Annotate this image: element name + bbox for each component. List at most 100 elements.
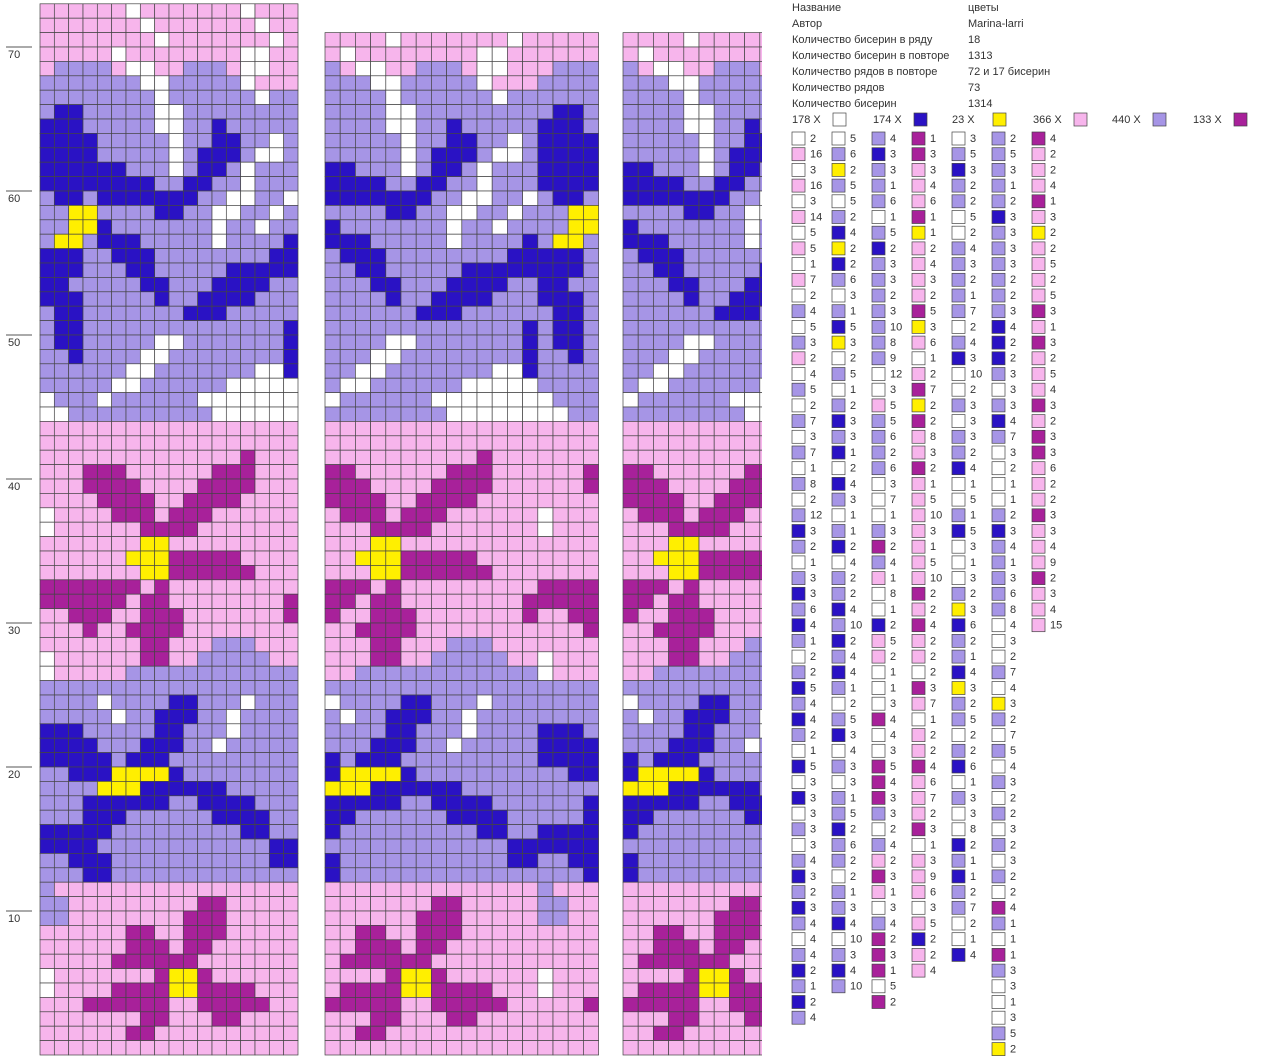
- bead: [461, 291, 478, 307]
- count: 2: [810, 651, 816, 663]
- bead: [39, 421, 55, 437]
- bead: [759, 219, 762, 235]
- bead: [53, 867, 70, 883]
- bead: [197, 809, 213, 825]
- bead: [552, 363, 569, 379]
- bead: [96, 536, 113, 552]
- bead: [111, 75, 127, 91]
- bead: [182, 1025, 199, 1041]
- swatch: [831, 163, 846, 177]
- bead: [240, 75, 256, 91]
- swatch: [951, 743, 966, 758]
- count: 2: [890, 290, 896, 302]
- bead: [729, 133, 745, 149]
- bead: [713, 1025, 730, 1041]
- bead: [385, 824, 402, 840]
- bead: [744, 608, 761, 624]
- bead: [729, 507, 745, 523]
- bead: [668, 493, 685, 509]
- bead: [653, 593, 669, 609]
- bead: [370, 953, 387, 969]
- bead: [240, 478, 256, 494]
- bead: [268, 46, 285, 62]
- bead: [729, 521, 745, 537]
- bead: [211, 622, 227, 638]
- info-label: Количество рядов в повторе: [792, 66, 937, 78]
- bead: [82, 118, 98, 134]
- bead: [775, 205, 790, 219]
- bead: [668, 1025, 685, 1041]
- bead: [698, 1025, 715, 1041]
- bead: [68, 997, 84, 1013]
- count: 3: [890, 259, 896, 271]
- bead: [385, 118, 402, 134]
- bead: [552, 305, 569, 321]
- bead: [139, 248, 156, 264]
- bead: [637, 824, 654, 840]
- bead: [139, 435, 156, 451]
- bead: [370, 449, 387, 465]
- bead: [125, 406, 141, 422]
- bead: [637, 997, 654, 1013]
- bead: [225, 608, 242, 624]
- bead: [82, 161, 98, 177]
- bead: [355, 449, 371, 465]
- bead: [775, 565, 790, 579]
- bead: [182, 435, 199, 451]
- bead: [431, 277, 447, 293]
- bead: [240, 781, 256, 797]
- swatch: [831, 586, 846, 601]
- bead: [446, 521, 463, 537]
- count: 6: [1050, 463, 1056, 475]
- bead: [507, 464, 523, 480]
- bead: [653, 377, 669, 393]
- bead: [698, 147, 715, 163]
- bead: [154, 507, 170, 523]
- bead: [583, 881, 599, 897]
- bead: [567, 104, 584, 120]
- bead: [339, 478, 356, 494]
- bead: [385, 449, 402, 465]
- bead: [537, 637, 554, 653]
- bead: [537, 853, 554, 869]
- count: 5: [850, 196, 856, 208]
- swatch: [791, 508, 806, 523]
- bead: [111, 550, 127, 566]
- bead: [254, 205, 270, 221]
- bead: [446, 896, 463, 912]
- bead: [125, 89, 141, 105]
- bead: [197, 1040, 213, 1056]
- bead: [370, 161, 387, 177]
- bead: [522, 392, 539, 408]
- bead: [683, 406, 700, 422]
- bead: [225, 104, 242, 120]
- bead: [476, 838, 493, 854]
- bead: [211, 205, 227, 221]
- bead: [125, 421, 141, 437]
- bead: [385, 752, 402, 768]
- bead: [476, 665, 493, 681]
- bead: [653, 507, 669, 523]
- bead: [324, 723, 341, 739]
- bead: [82, 133, 98, 149]
- bead: [522, 118, 539, 134]
- bead: [211, 982, 227, 998]
- bead: [182, 723, 199, 739]
- bead: [339, 291, 356, 307]
- bead: [268, 809, 285, 825]
- count: 10: [850, 981, 862, 993]
- swatch: [951, 320, 966, 334]
- bead: [370, 421, 387, 437]
- bead: [139, 464, 156, 480]
- bead: [254, 838, 270, 854]
- bead: [729, 248, 745, 264]
- bead: [491, 421, 508, 437]
- bead: [324, 363, 341, 379]
- bead: [522, 89, 539, 105]
- bead: [211, 464, 227, 480]
- bead: [39, 723, 55, 739]
- bead: [668, 61, 685, 77]
- bead: [713, 291, 730, 307]
- bead: [225, 521, 242, 537]
- count: 3: [930, 855, 936, 867]
